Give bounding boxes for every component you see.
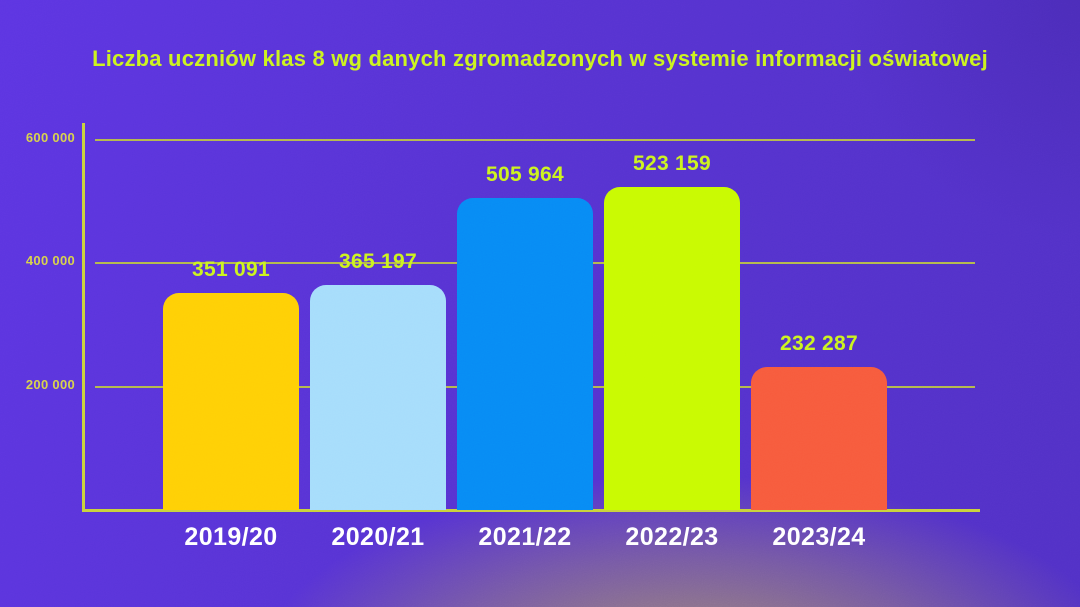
bar-2023-24 [751, 367, 887, 510]
bar-2020-21 [310, 285, 446, 510]
bar-2021-22 [457, 198, 593, 510]
bar-value-label: 523 159 [632, 152, 711, 175]
gridline [95, 139, 975, 141]
bar-2019-20 [163, 293, 299, 510]
y-axis-line [82, 123, 85, 512]
x-category-label: 2023/24 [772, 523, 866, 551]
chart-title: Liczba uczniów klas 8 wg danych zgromadz… [92, 46, 988, 71]
y-tick-label: 400 000 [25, 253, 75, 269]
bar-2022-23 [604, 187, 740, 510]
bar-value-label: 365 197 [338, 250, 417, 273]
y-tick-label: 200 000 [25, 376, 75, 392]
bar-value-label: 232 287 [779, 332, 858, 355]
y-tick-label: 600 000 [25, 130, 75, 145]
